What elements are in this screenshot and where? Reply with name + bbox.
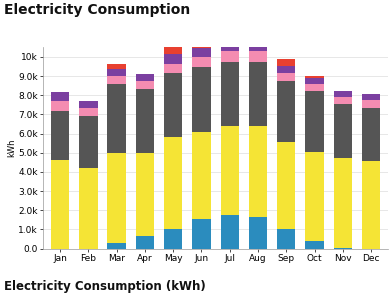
Bar [305,241,324,249]
Bar [164,54,182,64]
Y-axis label: kWh: kWh [7,139,16,157]
Bar [164,47,182,54]
Bar [277,73,296,81]
Bar [51,160,69,249]
Bar [136,74,154,81]
Bar [305,78,324,84]
Bar [277,142,296,229]
Bar [136,81,154,89]
Text: Electricity Consumption (kWh): Electricity Consumption (kWh) [4,280,206,293]
Bar [334,248,352,249]
Bar [107,76,126,84]
Bar [334,96,352,104]
Bar [164,229,182,249]
Bar [136,89,154,153]
Bar [136,236,154,249]
Bar [221,51,239,62]
Bar [192,219,211,249]
Bar [305,152,324,241]
Bar [221,126,239,215]
Bar [334,91,352,96]
Bar [221,26,239,36]
Bar [164,73,182,137]
Bar [249,23,267,35]
Bar [362,161,380,249]
Bar [107,243,126,249]
Bar [192,132,211,219]
Bar [249,126,267,217]
Bar [107,69,126,76]
Bar [249,62,267,126]
Bar [305,75,324,78]
Bar [305,91,324,152]
Bar [249,51,267,62]
Bar [221,215,239,249]
Bar [305,84,324,91]
Bar [249,35,267,51]
Bar [192,57,211,67]
Bar [249,217,267,249]
Bar [164,137,182,229]
Bar [79,168,98,249]
Bar [164,64,182,73]
Bar [107,153,126,243]
Bar [192,48,211,57]
Bar [136,153,154,236]
Bar [277,229,296,249]
Bar [277,81,296,142]
Bar [221,36,239,51]
Bar [192,67,211,132]
Bar [107,64,126,69]
Bar [79,101,98,108]
Bar [192,37,211,48]
Bar [277,66,296,73]
Bar [79,116,98,168]
Bar [334,104,352,157]
Bar [51,111,69,160]
Bar [277,59,296,66]
Bar [362,108,380,161]
Bar [362,94,380,100]
Bar [79,108,98,116]
Text: Electricity Consumption: Electricity Consumption [4,3,190,17]
Bar [334,157,352,248]
Bar [221,62,239,126]
Bar [362,100,380,108]
Bar [107,84,126,153]
Bar [51,92,69,102]
Bar [51,102,69,111]
